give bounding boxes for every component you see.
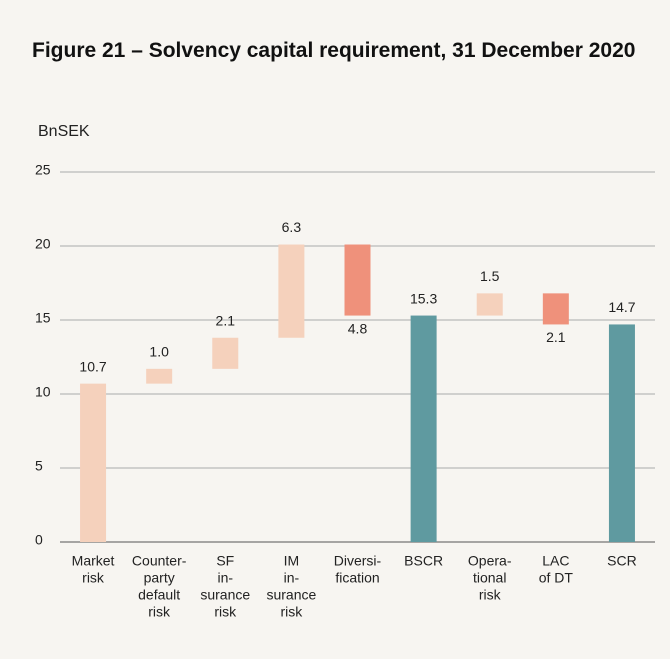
y-tick-label: 15	[35, 310, 51, 326]
x-tick-label: BSCR	[404, 553, 443, 569]
data-label: 1.0	[149, 344, 169, 360]
x-tick-label: in-	[284, 570, 300, 586]
y-tick-label: 5	[35, 458, 43, 474]
x-tick-label: in-	[217, 570, 233, 586]
x-tick-label: Counter-	[132, 553, 187, 569]
y-axis-label: BnSEK	[38, 123, 90, 140]
x-tick-label: Diversi-	[334, 553, 382, 569]
bar	[410, 315, 437, 542]
bar	[344, 244, 371, 316]
x-tick-label: LAC	[542, 553, 569, 569]
data-label: 2.1	[546, 329, 566, 345]
y-tick-label: 25	[35, 162, 51, 178]
x-tick-label: tional	[473, 570, 506, 586]
x-tick-label: risk	[148, 604, 171, 620]
bar	[542, 293, 569, 325]
data-label: 6.3	[282, 219, 302, 235]
x-tick-label: Opera-	[468, 553, 512, 569]
x-tick-label: risk	[280, 604, 303, 620]
chart-title: Figure 21 – Solvency capital requirement…	[32, 39, 636, 62]
x-tick-label: default	[138, 587, 180, 603]
data-label: 10.7	[79, 358, 106, 374]
x-tick-label: surance	[266, 587, 316, 603]
bar	[476, 293, 503, 316]
x-tick-label: fication	[335, 570, 379, 586]
x-tick-label: risk	[82, 570, 105, 586]
bar	[608, 324, 635, 542]
x-tick-label: SCR	[607, 553, 637, 569]
data-label: 1.5	[480, 268, 500, 284]
bar	[212, 337, 239, 369]
bar	[80, 383, 107, 542]
y-tick-label: 20	[35, 236, 51, 252]
x-tick-label: risk	[479, 587, 502, 603]
data-label: 15.3	[410, 290, 437, 306]
x-tick-label: SF	[216, 553, 234, 569]
x-tick-label: risk	[214, 604, 237, 620]
x-tick-label: IM	[284, 553, 300, 569]
x-tick-label: of DT	[539, 570, 574, 586]
x-tick-label: party	[144, 570, 175, 586]
data-label: 14.7	[608, 299, 635, 315]
data-label: 4.8	[348, 320, 368, 336]
y-tick-label: 0	[35, 532, 43, 548]
y-tick-label: 10	[35, 384, 51, 400]
data-label: 2.1	[216, 312, 236, 328]
x-tick-label: Market	[72, 553, 115, 569]
x-tick-label: surance	[200, 587, 250, 603]
bar	[278, 244, 305, 338]
bar	[146, 368, 173, 384]
